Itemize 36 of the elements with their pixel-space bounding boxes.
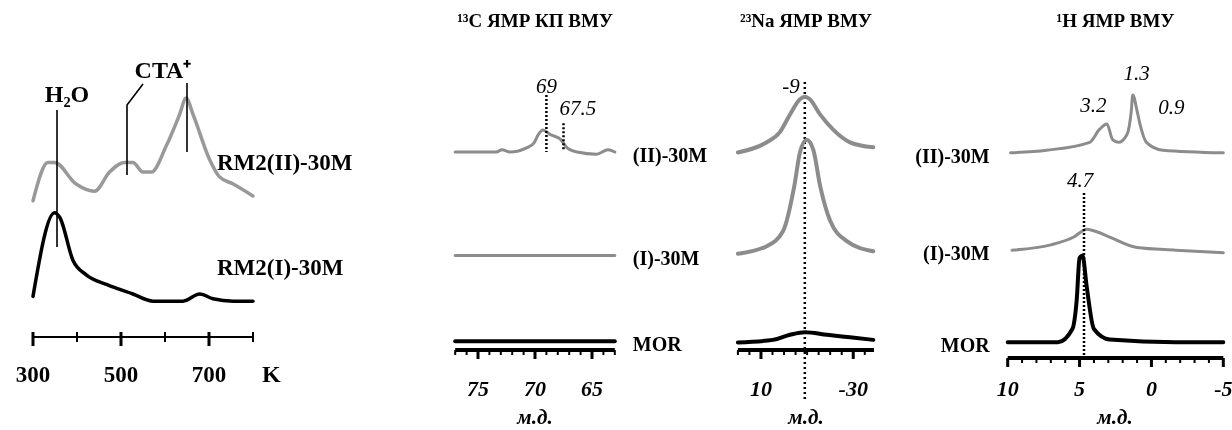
- series-label: (II)-30M: [632, 144, 708, 167]
- x-axis-title: м.д.: [787, 405, 824, 429]
- annotation: CTA⁺: [134, 57, 192, 83]
- chart-title: ¹³C ЯМР КП ВМУ: [457, 10, 613, 31]
- annotation: H₂O: [44, 81, 90, 107]
- x-tick-label: 10: [996, 376, 1019, 401]
- x-axis-title: K: [262, 361, 281, 387]
- annotation: 67.5: [559, 96, 597, 121]
- annotation: 0.9: [1158, 94, 1186, 119]
- annotation: 4.7: [1066, 168, 1095, 192]
- chart-title: ¹H ЯМР ВМУ: [1056, 10, 1175, 31]
- series-label: RM2(I)-30M: [217, 255, 344, 281]
- series-label: MOR: [940, 334, 991, 357]
- x-tick-label: -30: [838, 376, 868, 401]
- ref-line-label: -9: [782, 74, 801, 98]
- x-tick-label: 70: [524, 376, 546, 401]
- chart-title: ²³Na ЯМР ВМУ: [739, 10, 872, 31]
- x-tick-label: 10: [749, 376, 772, 401]
- series-label: RM2(II)-30M: [217, 149, 353, 175]
- annotation: 69: [535, 74, 558, 98]
- x-tick-label: 500: [103, 362, 139, 387]
- series-label: (I)-30M: [632, 247, 700, 271]
- series-label: (I)-30M: [923, 242, 990, 266]
- annotation: 3.2: [1079, 92, 1108, 117]
- series-label: (II)-30M: [915, 144, 990, 168]
- x-tick-label: 700: [191, 362, 227, 387]
- x-tick-label: 300: [15, 362, 51, 387]
- legend-label: MOR: [632, 333, 683, 356]
- x-tick-label: 65: [581, 376, 603, 401]
- x-tick-label: 0: [1145, 376, 1157, 401]
- annotation: 1.3: [1123, 61, 1150, 85]
- x-axis-title: м.д.: [1096, 405, 1133, 429]
- x-tick-label: -5: [1214, 376, 1232, 401]
- x-axis-title: м.д.: [516, 405, 553, 429]
- x-tick-label: 75: [467, 376, 489, 401]
- x-tick-label: 5: [1074, 376, 1086, 401]
